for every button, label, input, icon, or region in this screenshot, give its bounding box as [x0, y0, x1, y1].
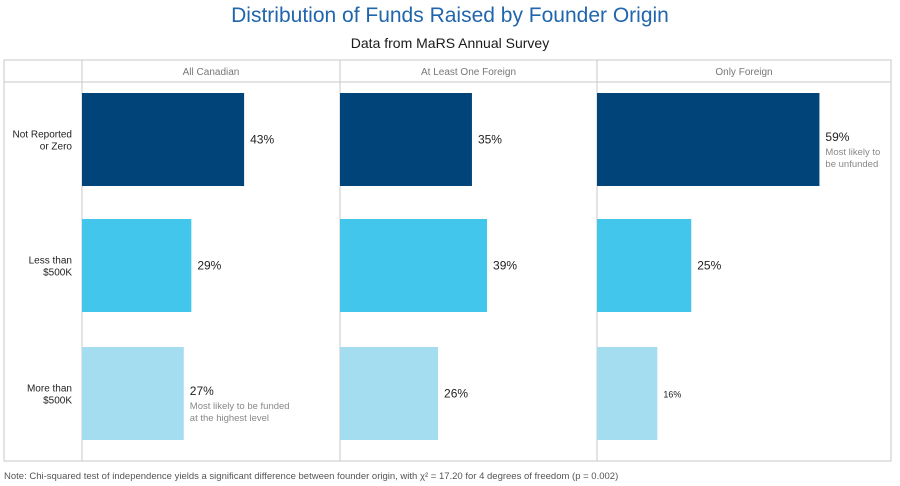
bar	[82, 93, 245, 186]
category-label: Not Reported or Zero	[13, 130, 73, 153]
footnote: Note: Chi-squared test of independence y…	[4, 471, 619, 482]
chart-subtitle: Data from MaRS Annual Survey	[350, 35, 550, 51]
bar-value-label: 27%	[190, 384, 214, 398]
panel-header: At Least One Foreign	[421, 67, 516, 78]
bar	[340, 93, 472, 186]
chart-title: Distribution of Funds Raised by Founder …	[231, 4, 669, 27]
bar	[82, 219, 192, 312]
category-label: Less than $500K	[29, 256, 73, 279]
bar-value-label: 59%	[825, 130, 849, 144]
bar-chart: All Canadian At Least One Foreign Only For…	[3, 59, 892, 462]
bar-value-label: 29%	[197, 259, 221, 273]
bar-value-label: 39%	[493, 259, 517, 273]
bar	[597, 219, 692, 312]
panel-header: All Canadian	[183, 67, 240, 78]
bar	[597, 93, 820, 186]
bar-value-label: 43%	[250, 133, 274, 147]
bar	[597, 347, 658, 440]
panel-header: Only Foreign	[715, 67, 772, 78]
category-label: More than $500K	[27, 384, 72, 407]
chart-frame	[3, 59, 892, 462]
bar-value-label: 35%	[478, 133, 502, 147]
annotation: Most likely to be unfunded	[825, 147, 880, 170]
bar-value-label: 25%	[697, 259, 721, 273]
bar-value-label: 26%	[444, 387, 468, 401]
annotation: Most likely to be funded at the highest l…	[190, 401, 290, 424]
bar	[340, 347, 439, 440]
bar	[82, 347, 184, 440]
bar	[340, 219, 488, 312]
bar-value-label: 16%	[663, 390, 681, 400]
